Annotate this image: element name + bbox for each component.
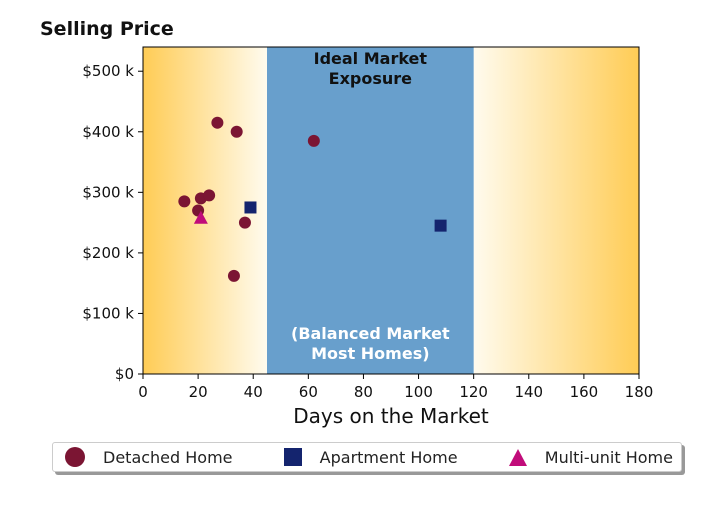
x-tick-label: 120 [459,383,488,401]
detached-home-point [307,134,320,147]
y-tick-label: $200 k [82,244,134,262]
multi-unit-home-point [193,210,208,224]
x-tick-label: 180 [625,383,654,401]
plot-frame [142,46,640,375]
x-tick-label: 20 [189,383,208,401]
legend-square-marker [283,448,302,466]
x-tick-label: 60 [299,383,318,401]
detached-home-point [230,125,243,138]
legend-label-apartment: Apartment Home [319,447,458,467]
x-tick-label: 0 [138,383,148,401]
detached-home-point [203,189,216,202]
detached-home-point [178,195,191,208]
band-label-bottom: Most Homes) [311,344,429,363]
legend-item-detached: Detached Home [65,447,233,467]
chart-title: Selling Price [40,18,174,40]
detached-home-point [238,216,251,229]
band-label-top: Ideal Market [314,49,428,68]
apartment-home-point [434,219,447,232]
band-label-bottom: (Balanced Market [291,324,450,343]
detached-home-point [227,269,240,282]
x-tick-label: 80 [354,383,373,401]
apartment-home-point [244,201,257,214]
ideal-exposure-band [267,47,474,374]
y-tick-label: $100 k [82,304,134,322]
y-tick-label: $300 k [82,183,134,201]
y-tick-label: $400 k [82,123,134,141]
legend-triangle-marker [508,448,527,466]
y-tick-label: $500 k [82,62,134,80]
detached-home-point [211,116,224,129]
legend-label-multiunit: Multi-unit Home [544,447,673,467]
legend-label-detached: Detached Home [103,447,233,467]
x-tick-label: 40 [244,383,263,401]
legend: Detached Home Apartment Home Multi-unit … [52,442,682,472]
legend-item-apartment: Apartment Home [283,447,458,467]
x-tick-label: 160 [570,383,599,401]
band-label-top: Exposure [329,69,413,88]
x-axis-label: Days on the Market [293,404,489,428]
legend-circle-marker [65,447,85,467]
x-tick-label: 140 [514,383,543,401]
x-tick-label: 100 [404,383,433,401]
background-gradient-right [473,47,639,374]
y-tick-label: $0 [115,365,134,383]
legend-item-multiunit: Multi-unit Home [508,447,673,467]
